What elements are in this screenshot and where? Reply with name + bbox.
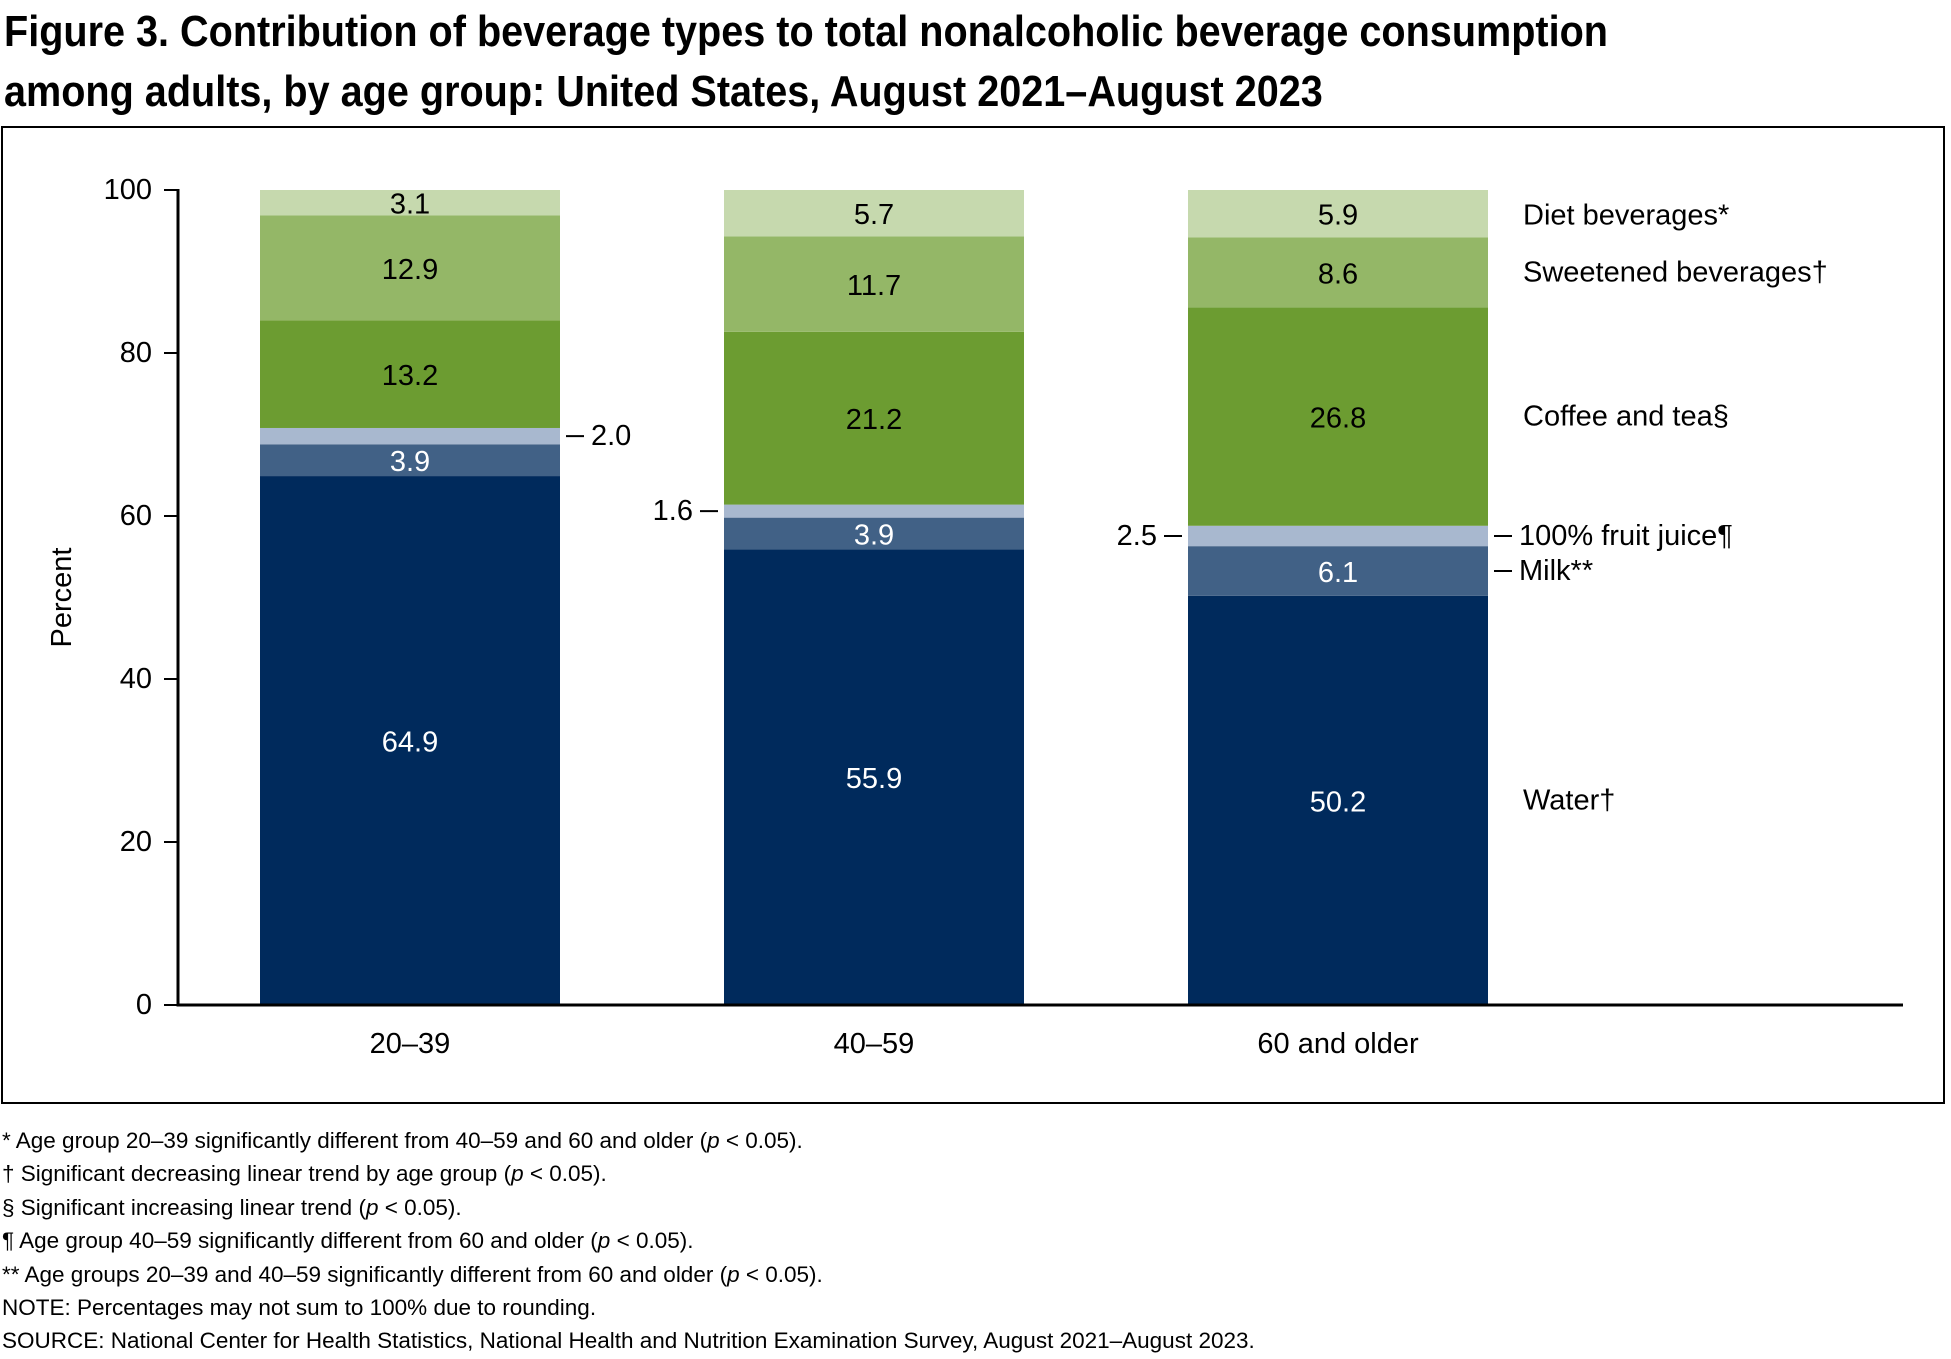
bar-segment <box>260 215 560 321</box>
data-label: 13.2 <box>382 360 438 392</box>
bar-segment <box>1188 546 1488 596</box>
chart-frame <box>1 126 1945 1104</box>
footnote-3: § Significant increasing linear trend (p… <box>2 1194 462 1220</box>
data-label: 3.1 <box>390 189 430 221</box>
bar-segment <box>260 320 560 428</box>
stacked-bar-chart: 64.9 55.9 50.2 3.9 3.9 6.1 2.0 1.6 2.5 13.2 21.2 26… <box>46 174 1903 1060</box>
x-tick-label: 20–39 <box>370 1028 451 1060</box>
bar-segment <box>724 549 1024 1005</box>
bar-segment <box>724 236 1024 332</box>
bar-segment <box>260 476 560 1005</box>
bar-segments <box>260 190 1488 1005</box>
y-tick-label: 0 <box>136 989 152 1021</box>
bar-segment <box>724 190 1024 237</box>
legend-label: Water† <box>1523 784 1615 816</box>
footnotes: * Age group 20–39 significantly differen… <box>2 1124 1942 1358</box>
data-label: 55.9 <box>846 763 902 795</box>
legend-label: 100% fruit juice¶ <box>1519 520 1733 552</box>
data-label: 50.2 <box>1310 786 1366 818</box>
segment-labels: 64.9 55.9 50.2 3.9 3.9 6.1 2.0 1.6 2.5 13.2 21.2 26… <box>382 189 1366 819</box>
bar-segment <box>724 517 1024 550</box>
data-label: 6.1 <box>1318 557 1358 589</box>
data-label: 2.5 <box>1117 520 1157 552</box>
footnote-5: ** Age groups 20–39 and 40–59 significan… <box>2 1261 823 1287</box>
data-label: 21.2 <box>846 404 902 436</box>
footnote-4: ¶ Age group 40–59 significantly differen… <box>2 1228 694 1254</box>
note-text: NOTE: Percentages may not sum to 100% du… <box>2 1295 597 1321</box>
y-axis-label: Percent <box>46 548 78 648</box>
legend-label: Coffee and tea§ <box>1523 401 1729 433</box>
bar-segment <box>1188 525 1488 547</box>
bar-segment <box>1188 307 1488 526</box>
x-tick-label: 40–59 <box>834 1028 915 1060</box>
bar-segment <box>260 190 560 216</box>
y-tick-label: 80 <box>120 337 152 369</box>
x-tick-label: 60 and older <box>1257 1028 1419 1060</box>
legend-label: Milk** <box>1519 555 1593 587</box>
data-label: 2.0 <box>591 420 631 452</box>
bar-segment <box>724 331 1024 505</box>
footnote-1: * Age group 20–39 significantly differen… <box>2 1128 803 1153</box>
data-label: 12.9 <box>382 254 438 286</box>
data-label: 3.9 <box>854 520 894 552</box>
y-tick-label: 100 <box>104 174 152 206</box>
data-label: 1.6 <box>653 495 693 527</box>
data-label: 5.9 <box>1318 200 1358 232</box>
y-tick-label: 20 <box>120 826 152 858</box>
axes: 0 20 40 60 80 100 20–39 40–59 60 and older Percen… <box>46 174 1903 1060</box>
bar-segment <box>1188 237 1488 308</box>
data-label: 64.9 <box>382 727 438 759</box>
legend-labels: Water† Milk**100% fruit juice¶ Coffee and … <box>1494 200 1828 816</box>
y-tick-label: 60 <box>120 500 152 532</box>
source-text: SOURCE: National Center for Health Stati… <box>2 1328 1255 1354</box>
bar-segment <box>260 444 560 477</box>
bar-segment <box>260 427 560 445</box>
legend-label: Sweetened beverages† <box>1523 256 1828 288</box>
bar-segment <box>724 504 1024 518</box>
legend-label: Diet beverages* <box>1523 200 1729 232</box>
data-label: 26.8 <box>1310 403 1366 435</box>
bar-segment <box>1188 190 1488 238</box>
bar-segment <box>1188 595 1488 1005</box>
y-tick-label: 40 <box>120 663 152 695</box>
data-label: 8.6 <box>1318 258 1358 290</box>
footnote-2: † Significant decreasing linear trend by… <box>2 1161 607 1187</box>
data-label: 5.7 <box>854 199 894 231</box>
data-label: 3.9 <box>390 446 430 478</box>
data-label: 11.7 <box>847 270 901 302</box>
figure-title: Figure 3. Contribution of beverage types… <box>4 7 1608 116</box>
